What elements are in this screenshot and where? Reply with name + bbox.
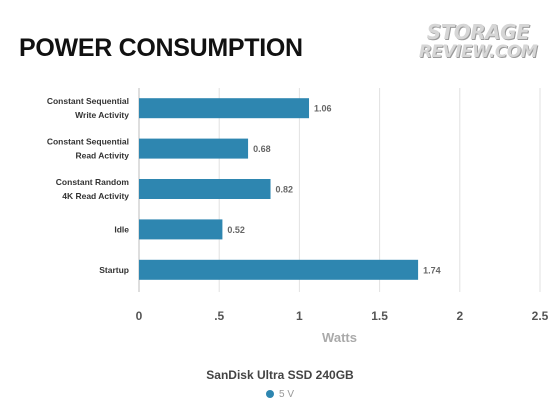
- x-tick-label: 1: [296, 309, 303, 323]
- bar-value-label: 0.68: [253, 144, 271, 154]
- legend-title: SanDisk Ultra SSD 240GB: [206, 368, 354, 382]
- category-label: Idle: [114, 224, 129, 234]
- x-axis-label: Watts: [322, 330, 357, 345]
- storagereview-logo: STORAGE REVIEW.COM: [418, 20, 538, 68]
- bar: [139, 219, 223, 240]
- category-label: Constant Sequential: [47, 137, 129, 147]
- x-tick-label: .5: [214, 309, 224, 323]
- x-tick-label: 2: [456, 309, 463, 323]
- legend-item: 5 V: [0, 389, 560, 400]
- category-label: Write Activity: [75, 110, 129, 120]
- logo-text-storage: STORAGE: [426, 20, 530, 44]
- legend-label: 5 V: [278, 389, 294, 400]
- bar: [139, 98, 310, 119]
- x-tick-label: 1.5: [371, 309, 388, 323]
- category-label: 4K Read Activity: [62, 191, 129, 201]
- bar-value-label: 0.52: [227, 225, 245, 235]
- category-label: Constant Random: [56, 177, 130, 187]
- bar-value-label: 1.06: [314, 104, 332, 114]
- bar: [139, 138, 249, 159]
- chart-title: POWER CONSUMPTION: [19, 34, 303, 62]
- bar: [139, 259, 419, 280]
- category-label: Constant Sequential: [47, 96, 129, 106]
- category-label: Read Activity: [75, 151, 129, 161]
- x-tick-label: 2.5: [532, 309, 549, 323]
- legend-swatch: [265, 390, 274, 398]
- category-label: Startup: [99, 265, 129, 275]
- bar-value-label: 1.74: [423, 265, 441, 275]
- x-tick-label: 0: [136, 309, 143, 323]
- logo-text-review: REVIEW.COM: [418, 42, 538, 62]
- bar: [139, 179, 271, 199]
- bar-value-label: 0.82: [276, 185, 294, 195]
